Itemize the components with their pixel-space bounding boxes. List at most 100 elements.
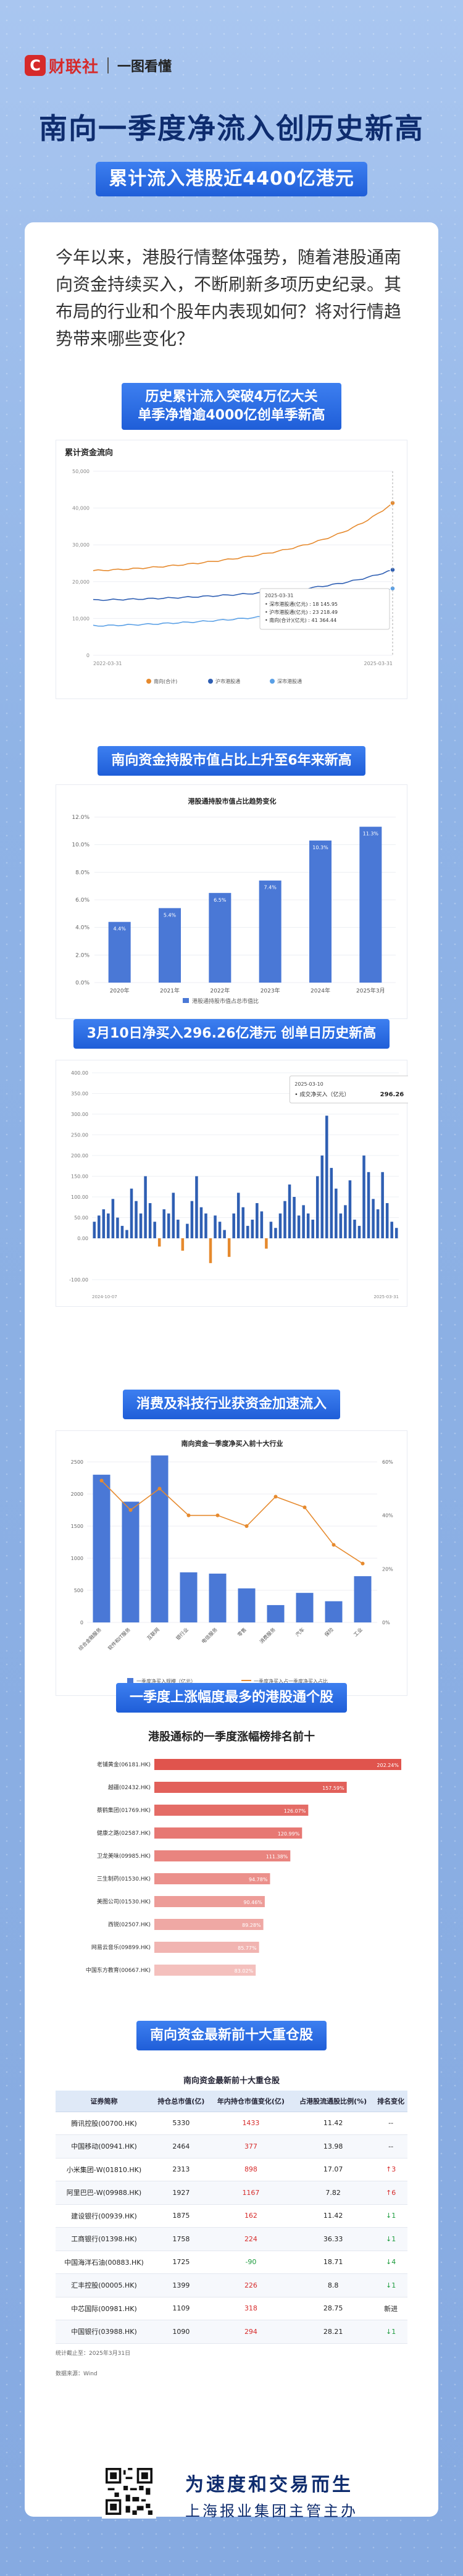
chart2-xtick: 2025年3月 — [356, 987, 385, 994]
chart3-bar — [209, 1238, 212, 1264]
chart1-tooltip-date: 2025-03-31 — [265, 593, 294, 598]
table-cell-rank: ↓1 — [374, 2320, 407, 2344]
table-cell-name: 建设银行(00939.HK) — [56, 2204, 152, 2228]
chart3-tooltip-date: 2025-03-10 — [294, 1081, 323, 1087]
table-row: 中国海洋石油(00883.HK) 1725 -90 18.71 ↓4 — [56, 2251, 407, 2274]
table-cell-name: 小米集团-W(01810.HK) — [56, 2158, 152, 2181]
table-cell-cap: 1399 — [152, 2273, 210, 2297]
chart1-tooltip-row: • 深市港股通(亿元) : 18 145.95 — [265, 601, 338, 607]
chart3-bar — [344, 1205, 347, 1238]
chart3-bar — [236, 1193, 240, 1238]
chart3-bar — [111, 1199, 115, 1238]
table-cell-name: 中国移动(00941.HK) — [56, 2134, 152, 2159]
chart3-bar — [293, 1197, 296, 1238]
table-cell-cap: 1875 — [152, 2204, 210, 2228]
chart3-bar — [335, 1188, 338, 1238]
table-row: 腾讯控股(00700.HK) 5330 1433 11.42 -- — [56, 2112, 407, 2135]
chart4-xtick: 电信服务 — [200, 1626, 219, 1645]
chart5-category-label: 老铺黄金(06181.HK) — [97, 1761, 151, 1768]
chart3-bar — [246, 1225, 249, 1238]
chart4-bar — [180, 1572, 198, 1622]
chart5-bar — [154, 1873, 270, 1884]
chart1-title: 累计资金流向 — [65, 448, 113, 458]
chart3-bar — [256, 1203, 259, 1238]
chart4-ratio-point — [302, 1505, 307, 1509]
table-cell-rank: ↓1 — [374, 2273, 407, 2297]
industry-net-buy-chart: 南向资金一季度净买入前十大行业 0 500 1000 1500 2000 2500 0% 20%… — [71, 1439, 394, 1684]
chart5-bar — [154, 1850, 291, 1861]
chart3-bar — [190, 1201, 194, 1238]
chart4-xtick: 消费服务 — [258, 1626, 277, 1645]
table-row: 工商银行(01398.HK) 1758 224 36.33 ↓1 — [56, 2227, 407, 2251]
chart2-xtick: 2024年 — [311, 987, 330, 994]
chart3-ytick: 250.00 — [71, 1133, 88, 1138]
chart3-bar — [311, 1219, 314, 1238]
chart3-ytick: 350.00 — [71, 1091, 88, 1097]
chart4-bar — [354, 1576, 372, 1622]
chart3-ytick: 400.00 — [71, 1070, 88, 1076]
chart4-ratio-point — [186, 1513, 191, 1517]
table-cell-rank: ↓1 — [374, 2227, 407, 2251]
chart5-bar-label: 89.28% — [242, 1923, 261, 1928]
chart3-bar — [153, 1222, 156, 1238]
section5-title: 一季度上涨幅度最多的港股通个股 — [0, 1683, 463, 1713]
chart4-bar — [209, 1573, 227, 1622]
table-cell-pct: 7.82 — [292, 2181, 375, 2205]
chart3-bar — [385, 1203, 389, 1238]
chart4-xtick: 银行业 — [175, 1626, 190, 1641]
chart4-xtick: 零售 — [236, 1626, 248, 1637]
chart3-bar — [394, 1228, 398, 1238]
chart3-bar — [144, 1176, 147, 1238]
chart5-bar-label: 94.78% — [249, 1877, 268, 1882]
table-header-cell: 排名变化 — [374, 2091, 407, 2112]
chart5-bar-label: 85.77% — [238, 1945, 257, 1951]
chart4-legend-label: 一季度净买入规模（亿元） — [136, 1678, 196, 1684]
chart3-ytick: 150.00 — [71, 1174, 88, 1180]
table-header-cell: 持仓总市值(亿) — [152, 2091, 210, 2112]
chart4-bar — [238, 1588, 256, 1622]
chart5-bar — [154, 1919, 264, 1930]
chart1-xtick: 2025-03-31 — [364, 661, 393, 666]
chart3-bar — [269, 1222, 273, 1238]
table-cell-cap: 1109 — [152, 2297, 210, 2320]
chart3-bar — [232, 1213, 235, 1238]
table-cell-rank: ↑6 — [374, 2181, 407, 2205]
table-cell-cap: 2464 — [152, 2134, 210, 2159]
chart3-ytick: -100.00 — [69, 1277, 88, 1283]
table-cell-name: 阿里巴巴-W(09988.HK) — [56, 2181, 152, 2205]
chart4-xtick: 工业 — [352, 1626, 364, 1637]
data-source: 数据来源：Wind — [56, 2370, 98, 2377]
chart5-category-label: 蔡鹤集团(01769.HK) — [97, 1806, 151, 1814]
page-subtitle: 累计流入港股近4400亿港元 — [96, 162, 367, 196]
table-cell-name: 中国银行(03988.HK) — [56, 2320, 152, 2344]
chart3-bar — [330, 1168, 333, 1238]
chart2-ytick: 4.0% — [75, 925, 90, 931]
chart3-bar — [315, 1176, 319, 1238]
chart5-bar-label: 120.99% — [278, 1831, 300, 1837]
chart2-ytick: 8.0% — [75, 870, 90, 876]
chart1-legend-label: 沪市港股通 — [215, 678, 240, 684]
table-cell-cap: 2313 — [152, 2158, 210, 2181]
chart5-category-label: 越疆(02432.HK) — [108, 1784, 151, 1791]
chart4-bar — [325, 1601, 343, 1622]
chart4-ratio-point — [361, 1561, 365, 1566]
chart5-category-label: 中国东方教育(00667.HK) — [86, 1966, 151, 1974]
chart4-ratio-point — [128, 1508, 133, 1512]
chart1-legend-marker — [146, 679, 151, 684]
chart4-xtick: 互联网 — [146, 1627, 161, 1641]
chart3-bar — [223, 1230, 226, 1238]
chart4-ytick-left: 500 — [74, 1588, 83, 1593]
qr-code[interactable] — [102, 2464, 156, 2519]
table-cell-pct: 8.8 — [292, 2273, 375, 2297]
chart4-ytick-left: 2000 — [71, 1491, 83, 1497]
table-cell-pct: 11.42 — [292, 2204, 375, 2228]
table-cell-chg: 224 — [209, 2227, 293, 2251]
chart3-bar — [265, 1238, 268, 1249]
chart2-xtick: 2022年 — [210, 987, 230, 994]
chart4-ytick-left: 1500 — [71, 1524, 83, 1529]
chart1-series-line — [93, 502, 393, 571]
chart3-bar — [260, 1211, 264, 1238]
chart4-ratio-point — [99, 1479, 104, 1483]
chart3-bar — [302, 1205, 305, 1238]
chart2-legend-label: 港股通持股市值占总市值比 — [192, 997, 259, 1005]
